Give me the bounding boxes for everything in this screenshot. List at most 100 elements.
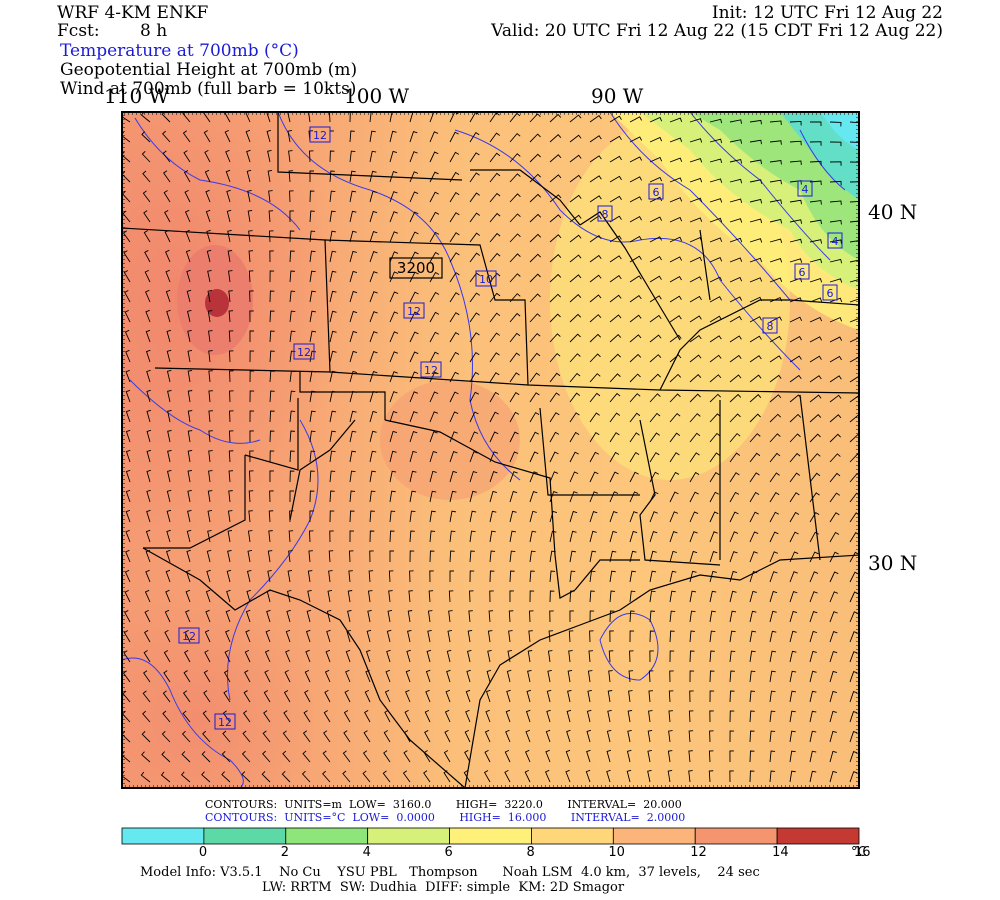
wind-barb <box>262 750 271 763</box>
wind-barb <box>829 650 838 663</box>
wind-barb <box>509 352 521 363</box>
wind-barb <box>269 430 275 443</box>
wind-barb <box>689 471 700 483</box>
wind-barb <box>205 189 211 203</box>
wind-barb <box>629 471 639 483</box>
wind-barb <box>525 709 531 723</box>
wind-barb <box>469 332 480 343</box>
wind-barb <box>146 469 151 483</box>
colorbar-tick-label: 4 <box>362 845 371 860</box>
wind-barb <box>122 670 131 683</box>
wind-barb <box>389 470 397 483</box>
wind-barb <box>322 750 331 763</box>
wind-barb <box>221 750 231 763</box>
warm-region-southwest <box>122 590 320 788</box>
colorbar-swatch <box>612 827 696 845</box>
wind-barb <box>363 730 371 743</box>
wind-barb <box>249 430 254 443</box>
wind-barb <box>629 136 643 143</box>
wind-barb <box>749 238 763 243</box>
wind-barb <box>789 160 802 165</box>
wind-barb <box>769 296 783 303</box>
wind-barb <box>529 233 542 243</box>
wind-barb <box>249 450 254 463</box>
wind-barb <box>566 709 572 723</box>
svg-text:6: 6 <box>799 266 806 279</box>
wind-barb <box>549 372 561 383</box>
wind-barb <box>369 410 377 423</box>
wind-barb <box>408 590 413 603</box>
wind-barb <box>187 450 193 463</box>
wind-barb <box>489 232 501 243</box>
colorbar-swatch <box>203 827 287 845</box>
wind-barb <box>249 330 255 343</box>
wind-barb <box>668 730 673 743</box>
wind-barb <box>667 770 673 783</box>
wind-barb <box>569 530 577 543</box>
wind-barb <box>769 610 777 623</box>
wind-barb <box>589 294 602 303</box>
wind-barb <box>509 490 518 503</box>
wind-barb <box>407 610 413 623</box>
wind-barb <box>269 230 274 243</box>
wind-barb <box>506 689 511 703</box>
wind-barb <box>829 219 842 225</box>
wind-barb <box>225 629 231 643</box>
wind-barb <box>367 590 373 603</box>
wind-barb <box>187 329 192 343</box>
wind-barb <box>287 112 291 123</box>
wind-barb <box>309 150 314 163</box>
wind-barb <box>529 332 541 343</box>
wind-barb <box>669 197 683 203</box>
wind-barb <box>589 135 602 143</box>
wind-barb <box>467 630 473 643</box>
wind-barb <box>427 629 432 643</box>
wind-barb <box>609 590 616 603</box>
wind-barb <box>628 670 634 683</box>
wind-barb <box>709 670 715 683</box>
wind-barb <box>489 570 495 583</box>
wind-barb <box>140 771 151 783</box>
wind-barb <box>228 310 234 323</box>
wind-barb <box>389 391 398 403</box>
wind-barb <box>569 353 581 363</box>
wind-barb <box>227 229 232 243</box>
wind-barb <box>404 709 411 723</box>
wind-barb <box>689 295 702 303</box>
wind-barb <box>249 290 254 303</box>
wind-barb <box>545 749 551 763</box>
wind-barb <box>829 690 837 703</box>
wind-barb <box>449 151 460 163</box>
wind-barb <box>729 218 743 223</box>
wind-barb <box>229 370 234 383</box>
wind-barb <box>829 512 840 523</box>
svg-text:3200: 3200 <box>397 259 435 277</box>
wind-barb <box>647 749 652 763</box>
temp-contour-label: 6 <box>822 284 838 301</box>
wind-barb <box>829 121 842 127</box>
wind-barb <box>729 511 739 523</box>
wind-barb <box>749 650 756 663</box>
wind-barb <box>809 316 823 323</box>
wind-barb <box>183 170 191 183</box>
wind-barb <box>709 276 723 283</box>
wind-barb <box>389 510 396 523</box>
wind-barb <box>586 709 592 723</box>
wind-barb <box>201 771 211 783</box>
wind-barb <box>769 257 783 263</box>
wind-barb <box>489 510 497 523</box>
wind-barb <box>549 134 562 143</box>
field-height-label: Geopotential Height at 700mb (m) <box>60 60 358 80</box>
wind-barb <box>527 650 533 663</box>
wind-barb <box>405 669 411 683</box>
wind-barb <box>849 611 859 623</box>
wind-barb <box>246 569 252 583</box>
wind-barb <box>749 551 758 563</box>
wind-barb <box>549 451 559 463</box>
wind-barb <box>329 410 337 423</box>
wind-barb <box>529 133 541 143</box>
wind-barb <box>769 452 781 463</box>
wind-barb <box>649 334 662 343</box>
wind-barb <box>489 550 496 563</box>
wind-barb <box>809 200 822 205</box>
